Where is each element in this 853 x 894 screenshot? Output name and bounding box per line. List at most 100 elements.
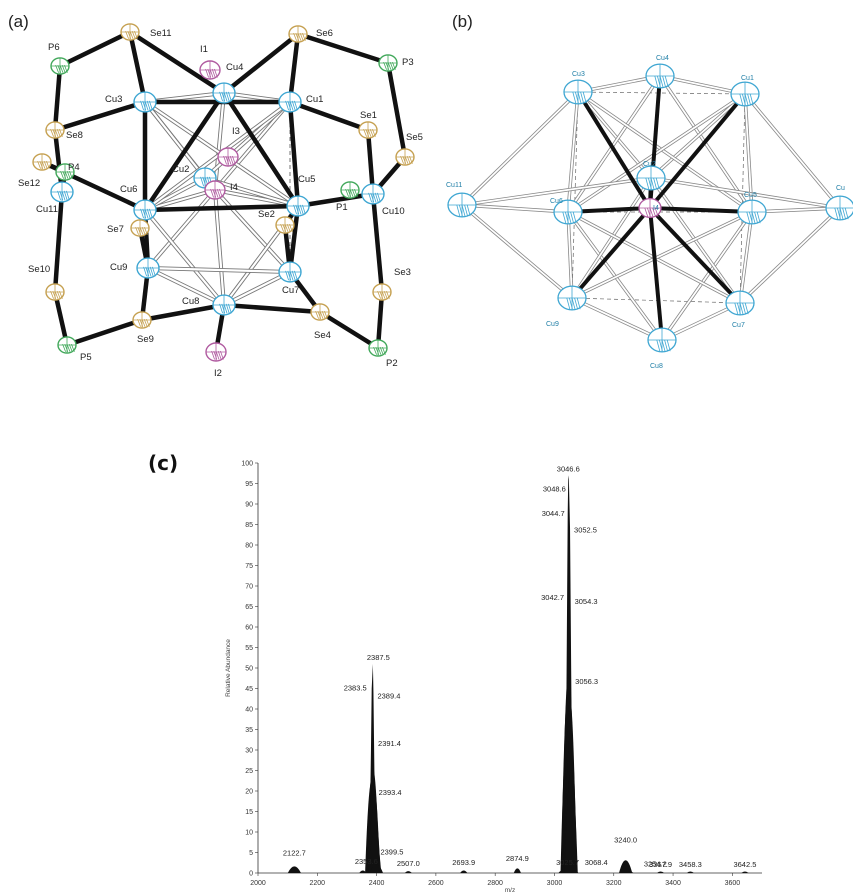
atom-hatch — [572, 91, 577, 104]
x-tick-label: 2000 — [250, 880, 266, 887]
atom-se12 — [32, 153, 52, 171]
atom-cu3 — [133, 91, 157, 113]
atom-b-label: Cu4 — [656, 55, 669, 62]
atom-hatch — [580, 91, 584, 104]
atom-hatch — [754, 211, 758, 224]
y-tick-label: 45 — [245, 686, 253, 693]
atom-b-label: I4 — [653, 205, 659, 212]
atom-hatch — [61, 190, 66, 201]
x-axis-title: m/z — [505, 887, 515, 894]
structure-a-atoms — [32, 23, 415, 362]
atom-label: Se3 — [394, 267, 411, 278]
peak-label: 2399.5 — [380, 848, 403, 857]
thin-bond-fill — [144, 209, 225, 306]
thin-bond-fill — [571, 297, 663, 341]
thin-bond-fill — [661, 211, 753, 341]
x-tick-label: 2200 — [310, 880, 326, 887]
atom-cu8 — [212, 294, 236, 316]
peak-label: 2389.4 — [377, 692, 400, 701]
atom-label: Se9 — [137, 334, 154, 345]
atom-hatch — [576, 297, 581, 310]
atom-hatch — [215, 350, 220, 360]
atom-hatch — [302, 204, 306, 215]
atom-hatch — [655, 177, 660, 190]
thin-bond-fill — [739, 211, 753, 304]
peak-label: 3357.9 — [649, 860, 672, 869]
thick-bond — [648, 207, 664, 341]
atom-label: Cu9 — [110, 262, 127, 273]
atom-label: P3 — [402, 57, 414, 68]
thin-bond-fill — [144, 188, 216, 212]
atom-hatch — [289, 270, 294, 281]
thick-bond — [287, 203, 301, 275]
atom-hatch — [649, 207, 654, 217]
atom-hatch — [656, 339, 661, 352]
thick-bond — [370, 191, 385, 295]
peak-label: 2122.7 — [283, 849, 306, 858]
atom-se10 — [45, 283, 65, 301]
thick-bond — [287, 99, 371, 133]
y-tick-label: 100 — [241, 461, 253, 468]
atom-hatch — [229, 155, 234, 165]
atom-hatch — [456, 204, 461, 217]
atom-b-cu8 — [647, 327, 677, 353]
thin-bond-fill — [461, 177, 652, 206]
thick-bond — [649, 206, 753, 214]
thin-bond-fill — [144, 101, 206, 179]
y-tick-label: 60 — [245, 625, 253, 632]
atom-label: Cu10 — [382, 206, 405, 217]
atom-hatch — [464, 204, 468, 217]
atom-label: I4 — [230, 182, 238, 193]
atom-hatch — [223, 303, 228, 314]
spectrum-peaks — [287, 475, 749, 873]
atom-hatch — [149, 266, 154, 277]
atom-hatch — [664, 339, 668, 352]
structure-b-atoms — [447, 63, 853, 353]
y-tick-label: 90 — [245, 502, 253, 509]
peak-label: 3044.7 — [542, 509, 565, 518]
atom-label: P1 — [336, 202, 348, 213]
atom-hatch — [734, 302, 739, 315]
atom-label: Se5 — [406, 132, 423, 143]
y-tick-label: 5 — [249, 850, 253, 857]
thin-bond-fill — [567, 93, 746, 213]
thin-bond-fill — [461, 204, 573, 299]
thick-bond — [52, 99, 148, 133]
dashed-bond — [571, 91, 579, 299]
x-tick-label: 2600 — [428, 880, 444, 887]
thin-bond-fill — [650, 93, 746, 179]
thin-bond-fill — [147, 189, 216, 269]
y-tick-label: 0 — [249, 871, 253, 878]
atom-hatch — [571, 297, 576, 310]
thick-bond — [648, 206, 742, 305]
atom-hatch — [574, 297, 578, 310]
dashed-bond — [571, 297, 741, 304]
atom-hatch — [144, 208, 149, 219]
y-tick-label: 65 — [245, 604, 253, 611]
thin-bond-fill — [461, 204, 569, 213]
atom-hatch — [744, 93, 749, 106]
y-tick-label: 20 — [245, 789, 253, 796]
atom-label: P4 — [68, 162, 80, 173]
peak-label: 3052.5 — [574, 526, 597, 535]
peak-label: 3458.3 — [679, 860, 702, 869]
peak-label: 2393.4 — [379, 788, 402, 797]
atom-hatch — [466, 204, 471, 217]
thick-bond — [142, 90, 227, 213]
atom-hatch — [582, 91, 587, 104]
y-tick-label: 70 — [245, 584, 253, 591]
peak-label: 2874.9 — [506, 854, 529, 863]
atom-hatch — [749, 93, 754, 106]
atom-label: Se7 — [107, 224, 124, 235]
y-axis-title: Relative Abundance — [225, 639, 232, 697]
atom-hatch — [659, 75, 664, 88]
thick-bond — [295, 191, 376, 209]
atom-hatch — [661, 339, 666, 352]
atom-hatch — [232, 155, 236, 165]
thin-bond-fill — [147, 266, 291, 274]
atom-hatch — [285, 100, 289, 111]
atom-label: Se6 — [316, 28, 333, 39]
thick-bond — [221, 31, 301, 96]
thick-bond — [127, 29, 148, 105]
